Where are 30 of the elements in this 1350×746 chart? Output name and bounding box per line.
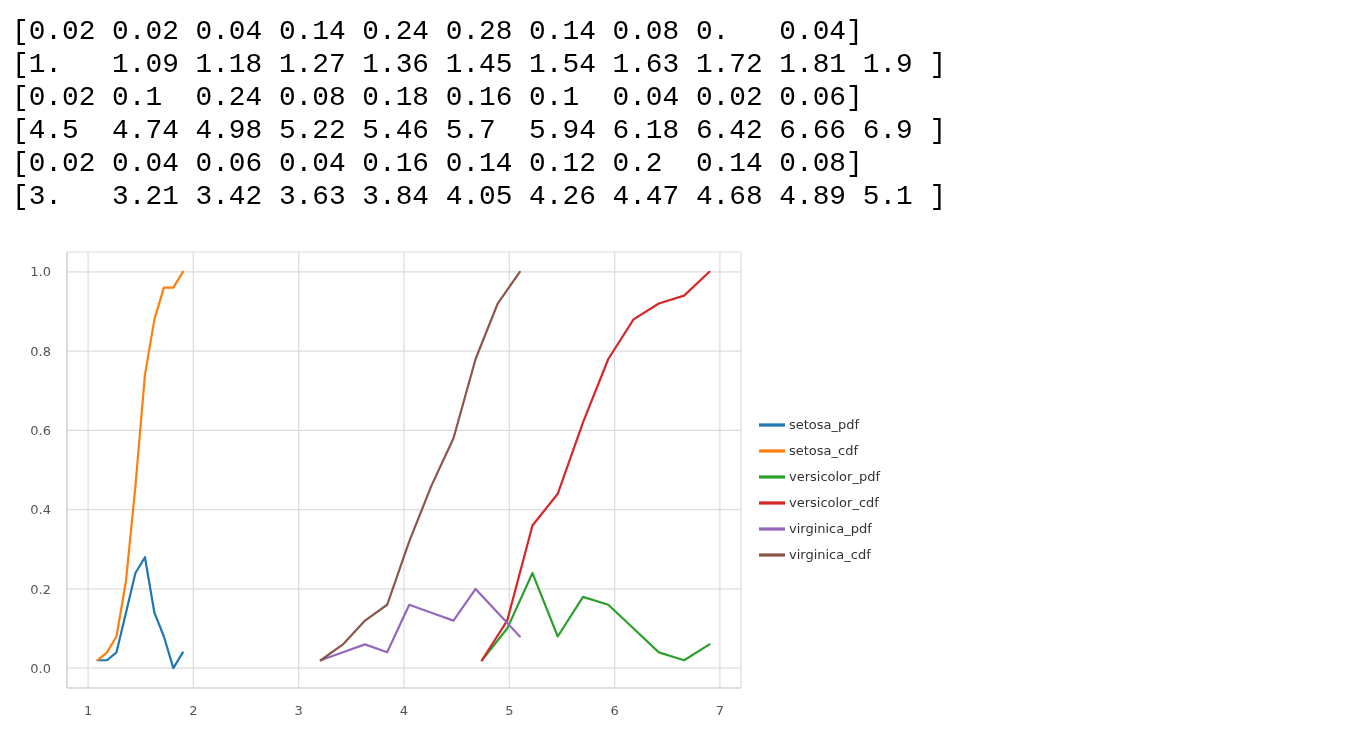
legend-label: virginica_cdf xyxy=(788,546,871,562)
y-tick-label: 0.6 xyxy=(30,422,51,438)
x-tick-label: 2 xyxy=(189,703,198,719)
line-series xyxy=(480,270,711,662)
line-series xyxy=(319,587,521,662)
text: [4.5 4.74 4.98 5.22 5.46 5.7 5.94 6.18 6.42 6.66 6.9 ] xyxy=(12,114,947,147)
x-tick-label: 3 xyxy=(294,703,303,719)
line-series xyxy=(96,270,184,662)
text: [3. 3.21 3.42 3.63 3.84 4.05 4.26 4.47 4.68 4.89 5.1 ] xyxy=(12,180,947,213)
legend-label: versicolor_pdf xyxy=(788,468,880,484)
text: [1. 1.09 1.18 1.27 1.36 1.45 1.54 1.63 1.72 1.81 1.9 ] xyxy=(12,48,947,81)
legend-label: virginica_pdf xyxy=(788,520,872,536)
text: [0.02 0.02 0.04 0.14 0.24 0.28 0.14 0.08 0. 0.04] xyxy=(12,15,864,48)
x-tick-label: 6 xyxy=(610,703,619,719)
legend-label: setosa_pdf xyxy=(788,416,860,432)
legend-label: versicolor_cdf xyxy=(788,494,879,510)
y-tick-label: 0.0 xyxy=(30,660,51,676)
text: [0.02 0.04 0.06 0.04 0.16 0.14 0.12 0.2 0.14 0.08] xyxy=(12,147,864,180)
x-tick-label: 5 xyxy=(505,703,514,719)
y-tick-label: 0.8 xyxy=(30,343,51,359)
x-tick-label: 1 xyxy=(83,703,93,719)
text: [0.02 0.1 0.24 0.08 0.18 0.16 0.1 0.04 0.02 0.06] xyxy=(12,81,864,114)
y-tick-label: 0.2 xyxy=(30,581,51,597)
line-series xyxy=(319,270,521,662)
y-tick-label: 0.4 xyxy=(30,502,51,518)
x-tick-label: 7 xyxy=(715,703,725,719)
x-tick-label: 4 xyxy=(399,703,409,719)
y-tick-label: 1.0 xyxy=(30,264,51,280)
line-series xyxy=(96,556,184,670)
legend-label: setosa_cdf xyxy=(788,442,859,458)
